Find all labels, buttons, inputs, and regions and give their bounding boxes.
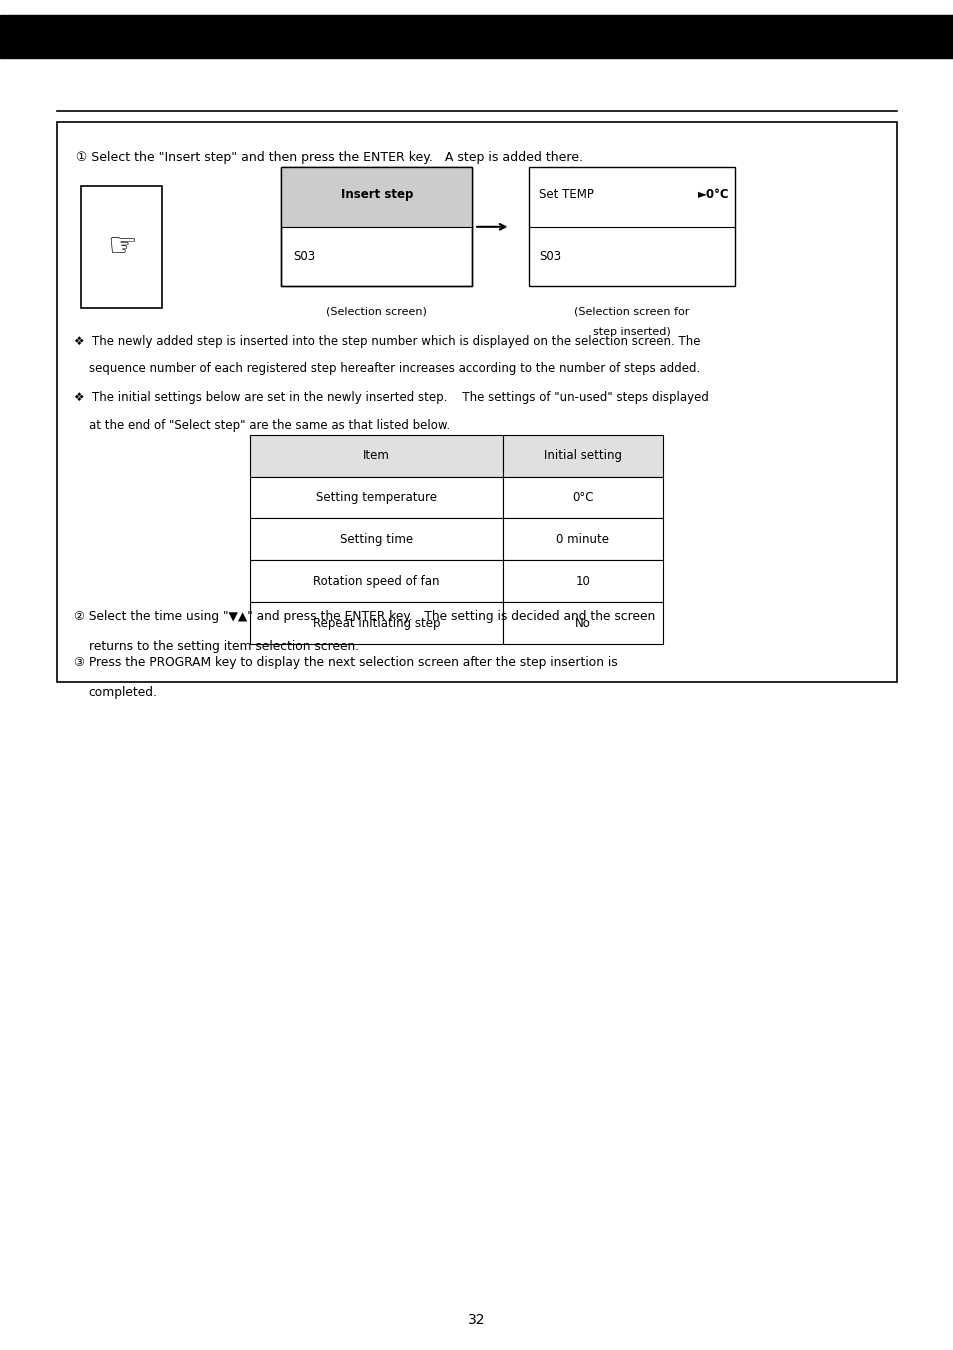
Bar [281,167,472,227]
Text: S03: S03 [293,250,314,263]
Text: Insert step: Insert step [340,188,413,201]
Text: ② Select the time using "▼▲" and press the ENTER key.   The setting is decided a: ② Select the time using "▼▲" and press t… [74,610,655,624]
Text: 32: 32 [468,1314,485,1327]
Bar [281,167,472,286]
Text: (Selection screen for: (Selection screen for [574,306,689,316]
Text: Item: Item [362,450,390,462]
Text: No: No [575,617,590,629]
Bar [281,167,472,286]
Text: Initial setting: Initial setting [543,450,621,462]
Text: 0°C: 0°C [572,491,593,504]
Bar [502,602,662,644]
Text: step inserted): step inserted) [593,327,670,336]
Bar [81,186,162,308]
Text: Rotation speed of fan: Rotation speed of fan [313,575,439,587]
Bar [502,477,662,518]
Bar [250,602,502,644]
Bar [57,122,896,682]
Bar [529,167,734,286]
Bar [0,15,953,58]
Text: ❖  The initial settings below are set in the newly inserted step.    The setting: ❖ The initial settings below are set in … [74,392,708,405]
Bar [250,477,502,518]
Bar [502,560,662,602]
Text: ❖  The newly added step is inserted into the step number which is displayed on t: ❖ The newly added step is inserted into … [74,335,700,348]
Text: ③ Press the PROGRAM key to display the next selection screen after the step inse: ③ Press the PROGRAM key to display the n… [74,656,618,670]
Text: Setting time: Setting time [339,533,413,545]
Bar [250,518,502,560]
Text: S03: S03 [538,250,560,263]
Bar [250,435,502,477]
Text: ►0°C: ►0°C [698,188,729,201]
Text: Set TEMP: Set TEMP [538,188,594,201]
Text: 0 minute: 0 minute [556,533,609,545]
Text: ① Select the "Insert step" and then press the ENTER key.   A step is added there: ① Select the "Insert step" and then pres… [76,151,582,165]
Text: completed.: completed. [89,686,157,699]
Text: 10: 10 [575,575,590,587]
Text: returns to the setting item selection screen.: returns to the setting item selection sc… [89,640,358,653]
Bar [502,435,662,477]
Bar [502,518,662,560]
Text: Setting temperature: Setting temperature [315,491,436,504]
Text: Repeat initiating step: Repeat initiating step [313,617,439,629]
Text: (Selection screen): (Selection screen) [326,306,427,316]
Text: at the end of "Select step" are the same as that listed below.: at the end of "Select step" are the same… [89,418,450,432]
Bar [250,560,502,602]
Text: ☞: ☞ [107,231,136,263]
Text: sequence number of each registered step hereafter increases according to the num: sequence number of each registered step … [89,362,700,375]
